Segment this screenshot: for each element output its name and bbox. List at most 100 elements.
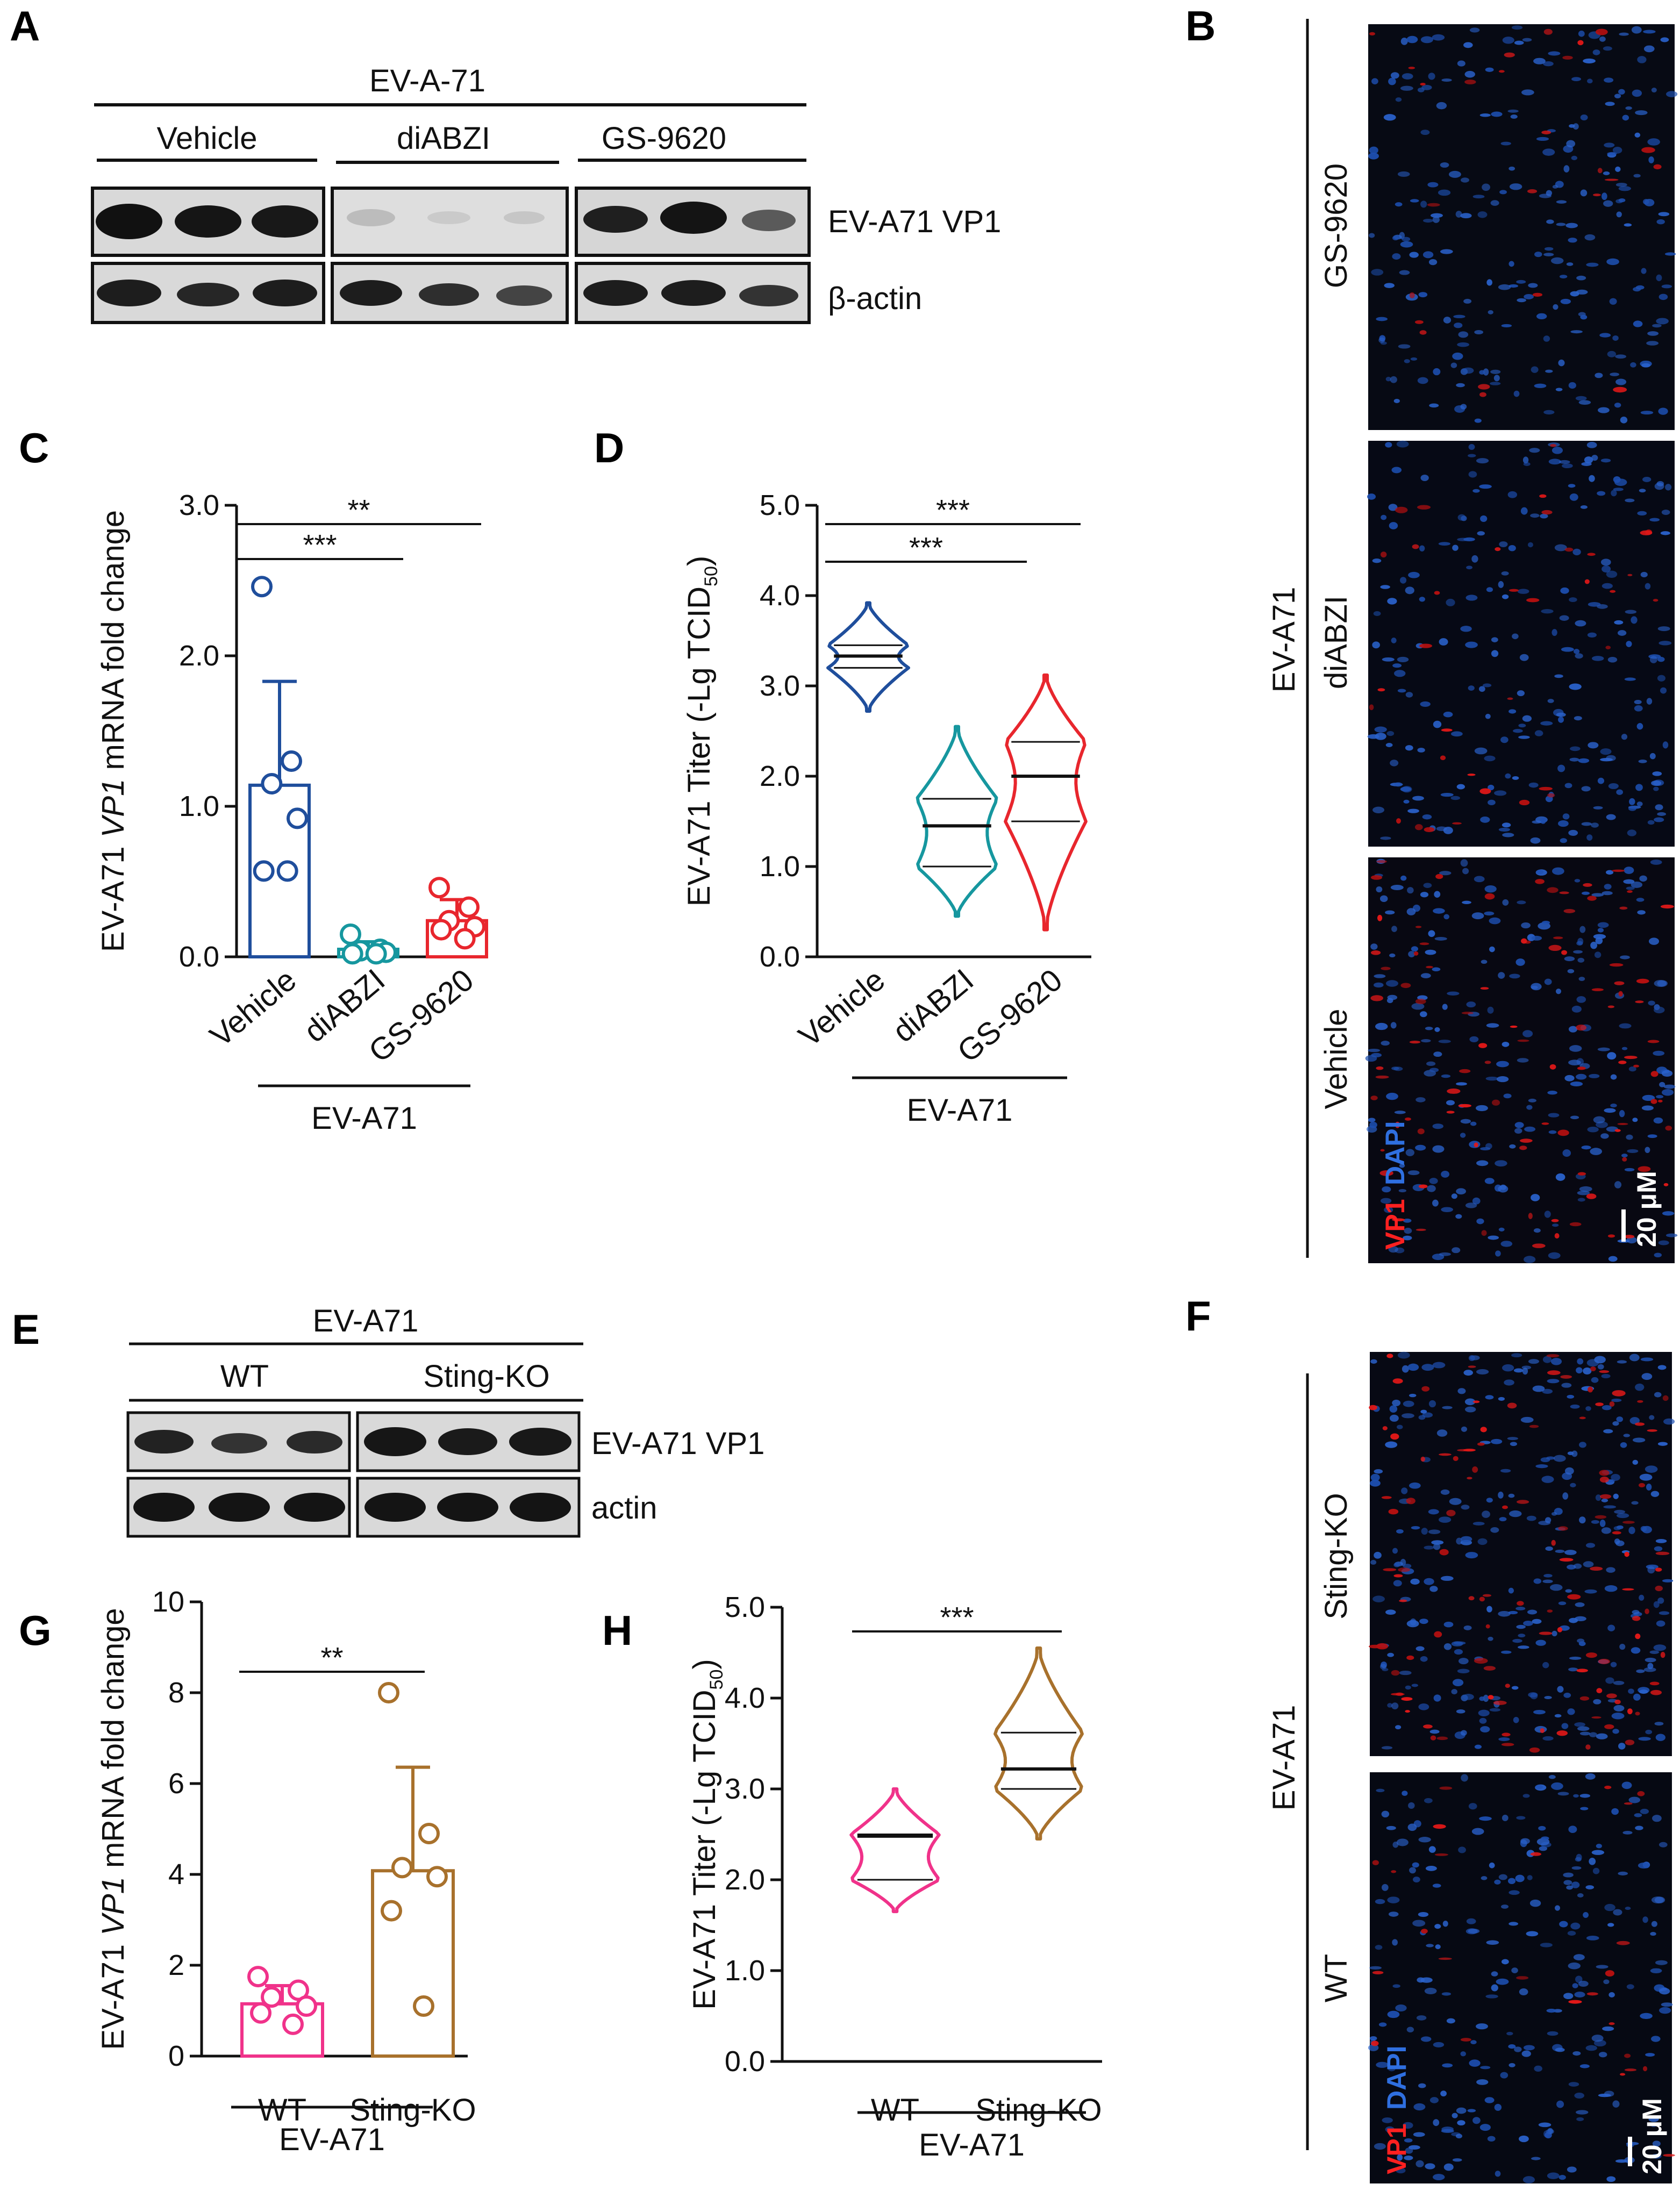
nucleus-speck — [1403, 1219, 1412, 1223]
nucleus-speck — [1611, 1398, 1622, 1402]
nucleus-speck — [1417, 747, 1425, 753]
nucleus-speck — [1564, 956, 1575, 962]
nucleus-speck — [1432, 1884, 1441, 1888]
nucleus-speck — [1418, 1911, 1429, 1917]
nucleus-speck — [1588, 602, 1601, 607]
nucleus-speck — [1577, 1726, 1590, 1731]
nucleus-speck — [1410, 1578, 1420, 1585]
nucleus-speck — [1567, 1394, 1575, 1399]
nucleus-speck — [1654, 1896, 1665, 1903]
vp1-speck — [1614, 1699, 1621, 1705]
nucleus-speck — [1649, 518, 1660, 522]
nucleus-speck — [1561, 1723, 1569, 1729]
vp1-speck — [1380, 552, 1387, 558]
nucleus-speck — [1420, 36, 1433, 44]
nucleus-speck — [1604, 1585, 1618, 1592]
nucleus-speck — [1615, 166, 1621, 172]
vp1-speck — [1660, 904, 1674, 909]
nucleus-speck — [1471, 912, 1484, 920]
vp1-speck — [1605, 646, 1611, 650]
micrograph-label-stingko: Sting-KO — [1319, 1493, 1354, 1619]
nucleus-speck — [1579, 1731, 1591, 1736]
vp1-speck — [1398, 1567, 1411, 1572]
panel-d-letter: D — [594, 424, 624, 471]
vp1-speck — [1467, 774, 1476, 776]
nucleus-speck — [1571, 1005, 1582, 1013]
nucleus-speck — [1604, 884, 1612, 890]
nucleus-speck — [1555, 388, 1563, 391]
nucleus-speck — [1555, 1173, 1565, 1181]
nucleus-speck — [1639, 1473, 1653, 1481]
nucleus-speck — [1616, 1513, 1629, 1519]
nucleus-speck — [1388, 2066, 1396, 2072]
nucleus-speck — [1455, 2133, 1462, 2139]
nucleus-speck — [1421, 1364, 1434, 1371]
nucleus-speck — [1583, 1561, 1594, 1567]
nucleus-speck — [1429, 403, 1439, 408]
vp1-speck — [1468, 1365, 1476, 1368]
nucleus-speck — [1410, 357, 1418, 361]
vp1-speck — [1415, 998, 1426, 1005]
nucleus-speck — [1490, 1527, 1499, 1533]
vp1-speck — [1423, 1724, 1433, 1729]
vp1-speck — [1467, 1477, 1472, 1480]
nucleus-speck — [1405, 692, 1413, 698]
vp1-speck — [1599, 1494, 1612, 1499]
nucleus-speck — [1513, 1716, 1519, 1723]
nucleus-speck — [1634, 705, 1643, 712]
nucleus-speck — [1433, 2119, 1440, 2126]
vp1-speck — [1417, 1128, 1425, 1135]
nucleus-speck — [1493, 375, 1500, 382]
nucleus-speck — [1603, 1429, 1613, 1434]
nucleus-speck — [1386, 1092, 1398, 1100]
nucleus-speck — [1457, 60, 1465, 67]
nucleus-speck — [1375, 1022, 1388, 1030]
nucleus-speck — [1553, 304, 1559, 310]
nucleus-speck — [1610, 1662, 1617, 1667]
nucleus-speck — [1540, 1457, 1550, 1463]
nucleus-speck — [1407, 1823, 1417, 1831]
nucleus-speck — [1573, 950, 1583, 954]
nucleus-speck — [1614, 402, 1621, 408]
vp1-speck — [1415, 926, 1422, 928]
vp1-speck — [1539, 1631, 1553, 1635]
nucleus-speck — [1391, 926, 1397, 932]
nucleus-speck — [1600, 748, 1612, 755]
vp1-speck — [1419, 643, 1433, 648]
nucleus-speck — [1500, 736, 1509, 743]
nucleus-speck — [1541, 609, 1554, 614]
data-point — [426, 1866, 448, 1888]
nucleus-speck — [1440, 2090, 1447, 2097]
vp1-speck — [1528, 1213, 1533, 1219]
nucleus-speck — [1658, 1988, 1670, 1995]
nucleus-speck — [1526, 1105, 1533, 1110]
nucleus-speck — [1432, 216, 1440, 223]
vp1-speck — [1376, 1066, 1384, 1070]
nucleus-speck — [1486, 587, 1493, 592]
vp1-speck — [1551, 1219, 1559, 1222]
nucleus-speck — [1596, 1733, 1608, 1739]
vp1-speck — [1606, 1693, 1617, 1699]
blot-band — [364, 1427, 426, 1456]
nucleus-speck — [1654, 1392, 1662, 1398]
nucleus-speck — [1488, 1235, 1499, 1240]
nucleus-speck — [1649, 656, 1657, 663]
nucleus-speck — [1416, 2160, 1424, 2167]
nucleus-speck — [1603, 46, 1612, 51]
nucleus-speck — [1535, 1464, 1548, 1469]
nucleus-speck — [1604, 77, 1614, 83]
nucleus-speck — [1646, 698, 1653, 705]
nucleus-speck — [1522, 38, 1532, 42]
nucleus-speck — [1527, 1609, 1538, 1615]
nucleus-speck — [1443, 914, 1450, 920]
blot-e-group-wt: WT — [220, 1359, 269, 1394]
nucleus-speck — [1595, 1494, 1602, 1501]
nucleus-speck — [1482, 1510, 1490, 1518]
nucleus-speck — [1557, 1792, 1569, 1796]
nucleus-speck — [1428, 1400, 1436, 1408]
nucleus-speck — [1577, 1358, 1584, 1365]
nucleus-speck — [1631, 1647, 1641, 1654]
vp1-speck — [1521, 938, 1527, 944]
nucleus-speck — [1633, 320, 1643, 327]
nucleus-speck — [1549, 1584, 1563, 1591]
